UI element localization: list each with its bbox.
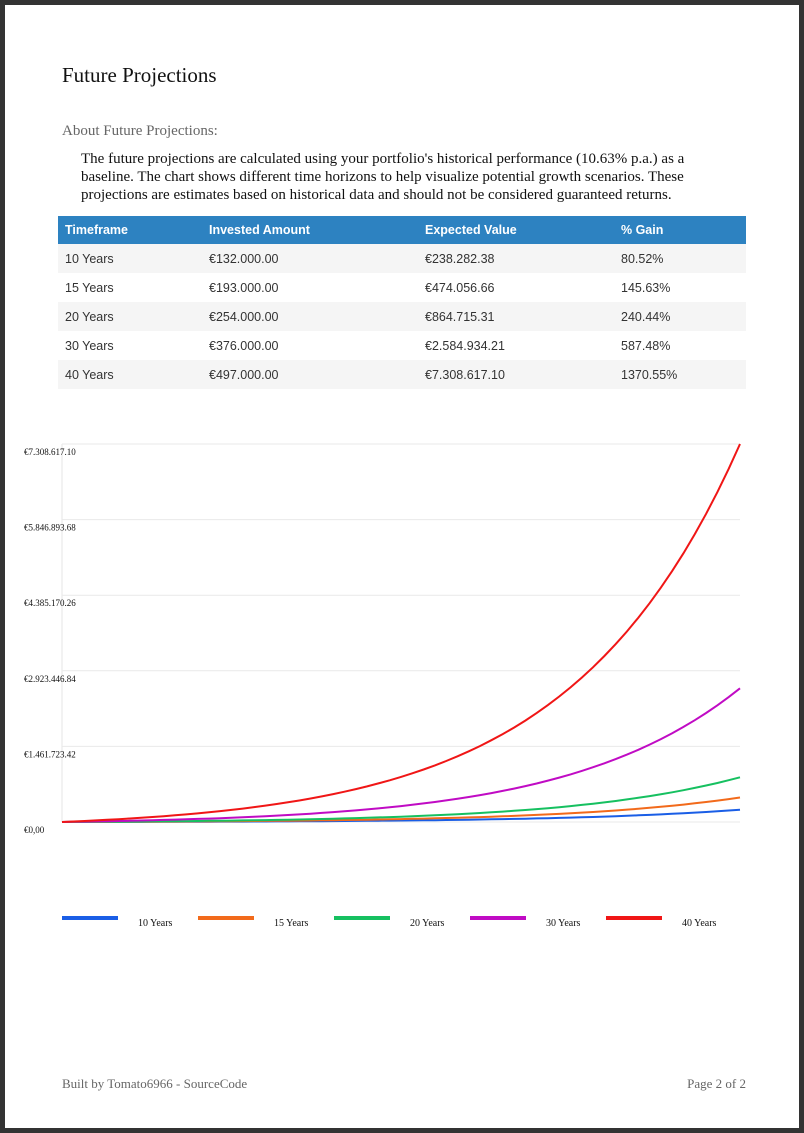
header-timeframe: Timeframe xyxy=(58,216,202,244)
legend-label: 10 Years xyxy=(138,918,173,929)
legend-label: 30 Years xyxy=(546,918,581,929)
cell-timeframe: 15 Years xyxy=(58,273,202,302)
about-text: The future projections are calculated us… xyxy=(81,151,685,203)
table-header-row: Timeframe Invested Amount Expected Value… xyxy=(58,216,746,244)
page-title: Future Projections xyxy=(62,63,217,87)
table-row: 10 Years €132.000.00 €238.282.38 80.52% xyxy=(58,244,746,273)
series-line xyxy=(62,796,741,823)
table-row: 40 Years €497.000.00 €7.308.617.10 1370.… xyxy=(58,360,746,389)
cell-gain: 145.63% xyxy=(614,273,746,302)
header-expected-value: Expected Value xyxy=(418,216,614,244)
series-line xyxy=(61,443,741,823)
cell-gain: 240.44% xyxy=(614,302,746,331)
cell-timeframe: 30 Years xyxy=(58,331,202,360)
y-tick-label: €2.923.446.84 xyxy=(24,674,76,684)
table-row: 20 Years €254.000.00 €864.715.31 240.44% xyxy=(58,302,746,331)
cell-invested: €254.000.00 xyxy=(202,302,418,331)
table-row: 30 Years €376.000.00 €2.584.934.21 587.4… xyxy=(58,331,746,360)
report-page: Future Projections About Future Projecti… xyxy=(5,5,799,1128)
cell-gain: 80.52% xyxy=(614,244,746,273)
cell-expected: €864.715.31 xyxy=(418,302,614,331)
cell-gain: 1370.55% xyxy=(614,360,746,389)
y-tick-label: €5.846.893.68 xyxy=(24,523,76,533)
footer-credit: Built by Tomato6966 - SourceCode xyxy=(62,1076,248,1091)
cell-expected: €238.282.38 xyxy=(418,244,614,273)
table-row: 15 Years €193.000.00 €474.056.66 145.63% xyxy=(58,273,746,302)
projections-table: Timeframe Invested Amount Expected Value… xyxy=(58,216,746,389)
y-tick-label: €4.385.170.26 xyxy=(24,598,76,608)
about-heading: About Future Projections: xyxy=(62,123,218,139)
cell-gain: 587.48% xyxy=(614,331,746,360)
cell-timeframe: 40 Years xyxy=(58,360,202,389)
header-gain: % Gain xyxy=(614,216,746,244)
cell-invested: €132.000.00 xyxy=(202,244,418,273)
cell-timeframe: 20 Years xyxy=(58,302,202,331)
legend-label: 15 Years xyxy=(274,918,309,929)
footer-page-number: Page 2 of 2 xyxy=(687,1076,746,1091)
legend-label: 20 Years xyxy=(410,918,445,929)
cell-timeframe: 10 Years xyxy=(58,244,202,273)
y-tick-label: €0,00 xyxy=(24,825,45,835)
y-tick-label: €1.461.723.42 xyxy=(24,749,76,759)
series-line xyxy=(61,776,741,823)
series-line xyxy=(61,687,741,823)
cell-expected: €474.056.66 xyxy=(418,273,614,302)
y-tick-label: €7.308.617.10 xyxy=(24,447,76,457)
projection-chart: €7.308.617.10 €5.846.893.68 €4.385.170.26 €… xyxy=(24,443,741,929)
cell-invested: €376.000.00 xyxy=(202,331,418,360)
cell-invested: €193.000.00 xyxy=(202,273,418,302)
header-invested-amount: Invested Amount xyxy=(202,216,418,244)
legend-label: 40 Years xyxy=(682,918,717,929)
cell-expected: €7.308.617.10 xyxy=(418,360,614,389)
cell-expected: €2.584.934.21 xyxy=(418,331,614,360)
cell-invested: €497.000.00 xyxy=(202,360,418,389)
